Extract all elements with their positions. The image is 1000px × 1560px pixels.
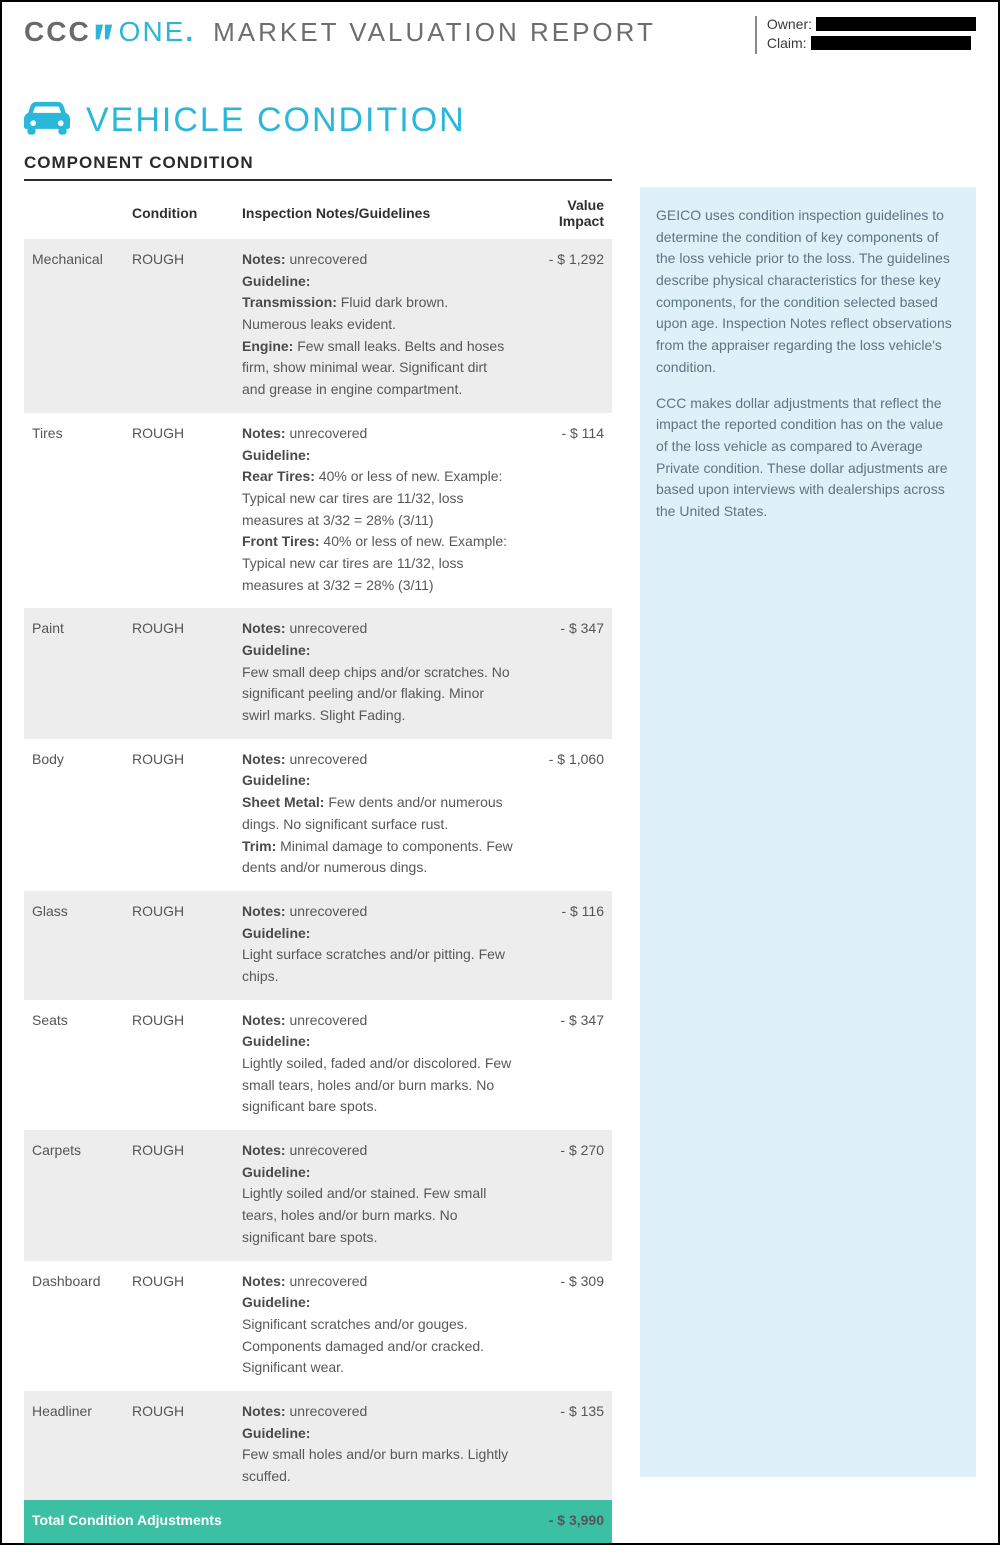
table-row: GlassROUGHNotes: unrecoveredGuideline:Li… [24, 891, 612, 1000]
condition-cell: ROUGH [124, 1261, 234, 1391]
sidebar-p1: GEICO uses condition inspection guidelin… [656, 205, 958, 379]
table-row: MechanicalROUGHNotes: unrecoveredGuideli… [24, 239, 612, 413]
component-cell: Mechanical [24, 239, 124, 413]
owner-row: Owner: [767, 16, 976, 32]
section-title-row: VEHICLE CONDITION [24, 98, 976, 143]
owner-label: Owner: [767, 16, 812, 32]
total-value: - $ 3,990 [522, 1500, 612, 1544]
notes-cell: Notes: unrecoveredGuideline:Rear Tires: … [234, 413, 522, 609]
component-cell: Tires [24, 413, 124, 609]
impact-cell: - $ 270 [522, 1130, 612, 1260]
component-cell: Glass [24, 891, 124, 1000]
impact-cell: - $ 347 [522, 1000, 612, 1130]
notes-cell: Notes: unrecoveredGuideline:Few small ho… [234, 1391, 522, 1500]
col-impact: Value Impact [522, 185, 612, 239]
impact-cell: - $ 116 [522, 891, 612, 1000]
condition-cell: ROUGH [124, 1391, 234, 1500]
impact-cell: - $ 1,292 [522, 239, 612, 413]
table-row: BodyROUGHNotes: unrecoveredGuideline:She… [24, 739, 612, 891]
component-cell: Body [24, 739, 124, 891]
left-column: COMPONENT CONDITION Condition Inspection… [24, 153, 612, 1543]
claim-label: Claim: [767, 35, 807, 51]
section-title: VEHICLE CONDITION [86, 101, 466, 140]
component-cell: Headliner [24, 1391, 124, 1500]
condition-cell: ROUGH [124, 739, 234, 891]
header-left: CCC ONE. MARKET VALUATION REPORT [24, 16, 656, 48]
logo-one: ONE [119, 16, 186, 48]
condition-cell: ROUGH [124, 1000, 234, 1130]
table-row: CarpetsROUGHNotes: unrecoveredGuideline:… [24, 1130, 612, 1260]
total-row: Total Condition Adjustments - $ 3,990 [24, 1500, 612, 1544]
report-header: CCC ONE. MARKET VALUATION REPORT Owner: … [24, 16, 976, 60]
claim-row: Claim: [767, 35, 976, 51]
notes-cell: Notes: unrecoveredGuideline:Lightly soil… [234, 1130, 522, 1260]
ccc-one-logo: CCC ONE. [24, 16, 195, 48]
condition-cell: ROUGH [124, 608, 234, 738]
notes-cell: Notes: unrecoveredGuideline:Lightly soil… [234, 1000, 522, 1130]
component-condition-heading: COMPONENT CONDITION [24, 153, 612, 181]
logo-ccc: CCC [24, 16, 91, 48]
header-right: Owner: Claim: [755, 16, 976, 54]
condition-cell: ROUGH [124, 1130, 234, 1260]
car-icon [24, 98, 70, 143]
logo-dot: . [185, 16, 195, 48]
component-cell: Dashboard [24, 1261, 124, 1391]
owner-value-redacted [816, 17, 976, 31]
content-columns: COMPONENT CONDITION Condition Inspection… [24, 153, 976, 1543]
table-row: DashboardROUGHNotes: unrecoveredGuidelin… [24, 1261, 612, 1391]
component-cell: Seats [24, 1000, 124, 1130]
sidebar-p2: CCC makes dollar adjustments that reflec… [656, 393, 958, 523]
impact-cell: - $ 347 [522, 608, 612, 738]
claim-value-redacted [811, 36, 971, 50]
impact-cell: - $ 1,060 [522, 739, 612, 891]
notes-cell: Notes: unrecoveredGuideline:Light surfac… [234, 891, 522, 1000]
col-condition: Condition [124, 185, 234, 239]
notes-cell: Notes: unrecoveredGuideline:Transmission… [234, 239, 522, 413]
table-header-row: Condition Inspection Notes/Guidelines Va… [24, 185, 612, 239]
report-title: MARKET VALUATION REPORT [213, 17, 656, 48]
col-notes: Inspection Notes/Guidelines [234, 185, 522, 239]
condition-cell: ROUGH [124, 413, 234, 609]
col-component [24, 185, 124, 239]
table-row: PaintROUGHNotes: unrecoveredGuideline:Fe… [24, 608, 612, 738]
notes-cell: Notes: unrecoveredGuideline:Few small de… [234, 608, 522, 738]
condition-table: Condition Inspection Notes/Guidelines Va… [24, 185, 612, 1543]
component-cell: Carpets [24, 1130, 124, 1260]
component-cell: Paint [24, 608, 124, 738]
condition-cell: ROUGH [124, 239, 234, 413]
total-label: Total Condition Adjustments [24, 1500, 522, 1544]
notes-cell: Notes: unrecoveredGuideline:Sheet Metal:… [234, 739, 522, 891]
table-row: HeadlinerROUGHNotes: unrecoveredGuidelin… [24, 1391, 612, 1500]
table-row: SeatsROUGHNotes: unrecoveredGuideline:Li… [24, 1000, 612, 1130]
table-row: TiresROUGHNotes: unrecoveredGuideline:Re… [24, 413, 612, 609]
right-column: GEICO uses condition inspection guidelin… [640, 153, 976, 1477]
impact-cell: - $ 135 [522, 1391, 612, 1500]
notes-cell: Notes: unrecoveredGuideline:Significant … [234, 1261, 522, 1391]
sidebar-callout: GEICO uses condition inspection guidelin… [640, 187, 976, 1477]
condition-cell: ROUGH [124, 891, 234, 1000]
impact-cell: - $ 309 [522, 1261, 612, 1391]
logo-mark-icon [93, 21, 115, 43]
impact-cell: - $ 114 [522, 413, 612, 609]
